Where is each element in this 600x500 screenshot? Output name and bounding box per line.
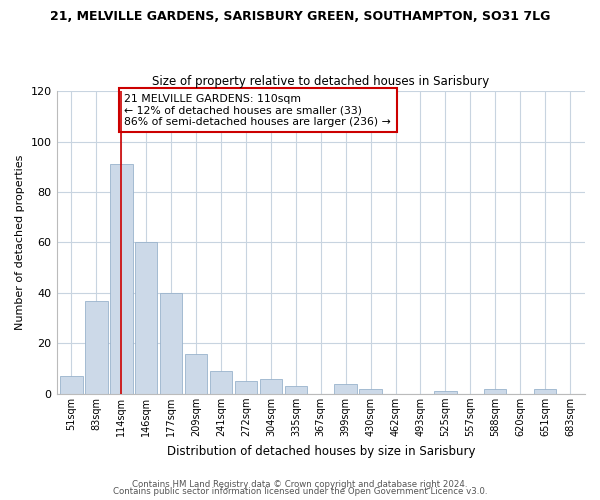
Bar (60, 376, 83, 394)
X-axis label: Distribution of detached houses by size in Sarisbury: Distribution of detached houses by size … (167, 444, 475, 458)
Bar (260, 378, 282, 394)
Text: 21, MELVILLE GARDENS, SARISBURY GREEN, SOUTHAMPTON, SO31 7LG: 21, MELVILLE GARDENS, SARISBURY GREEN, S… (50, 10, 550, 23)
Y-axis label: Number of detached properties: Number of detached properties (15, 155, 25, 330)
Bar (210, 371, 232, 394)
Bar (185, 354, 208, 394)
Text: Contains HM Land Registry data © Crown copyright and database right 2024.: Contains HM Land Registry data © Crown c… (132, 480, 468, 489)
Title: Size of property relative to detached houses in Sarisbury: Size of property relative to detached ho… (152, 76, 490, 88)
Bar (359, 389, 382, 394)
Bar (135, 242, 157, 394)
Bar (110, 164, 133, 394)
Bar (484, 389, 506, 394)
Bar (284, 386, 307, 394)
Bar (334, 384, 357, 394)
Bar (160, 293, 182, 394)
Bar (434, 392, 457, 394)
Bar (235, 382, 257, 394)
Bar (534, 389, 556, 394)
Text: 21 MELVILLE GARDENS: 110sqm
← 12% of detached houses are smaller (33)
86% of sem: 21 MELVILLE GARDENS: 110sqm ← 12% of det… (124, 94, 391, 127)
Bar (85, 300, 107, 394)
Text: Contains public sector information licensed under the Open Government Licence v3: Contains public sector information licen… (113, 487, 487, 496)
